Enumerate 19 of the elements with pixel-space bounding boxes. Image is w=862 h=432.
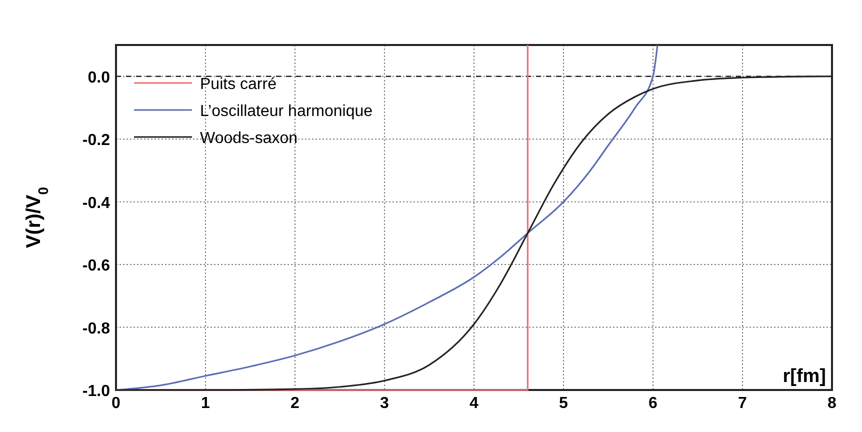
x-tick-label: 0 — [112, 395, 121, 412]
x-tick-label: 8 — [828, 395, 837, 412]
y-tick-label: 0.0 — [88, 69, 110, 86]
x-tick-label: 6 — [648, 395, 658, 412]
x-tick-label: 3 — [380, 395, 390, 412]
legend-label: L’oscillateur harmonique — [200, 103, 373, 120]
legend-label: Woods-saxon — [200, 130, 298, 147]
x-tick-label: 7 — [738, 395, 748, 412]
y-tick-label: -0.8 — [82, 320, 110, 338]
legend-label: Puits carré — [200, 76, 277, 93]
y-tick-label: -0.2 — [82, 132, 110, 150]
y-tick-label: -1.0 — [82, 383, 110, 400]
x-tick-label: 5 — [559, 395, 568, 412]
x-axis-title: r[fm] — [782, 366, 826, 387]
x-tick-label: 2 — [290, 395, 300, 412]
x-tick-label: 1 — [201, 395, 210, 412]
x-tick-label: 4 — [470, 395, 479, 412]
y-tick-label: -0.4 — [82, 194, 110, 212]
y-tick-label: -0.6 — [82, 258, 110, 275]
